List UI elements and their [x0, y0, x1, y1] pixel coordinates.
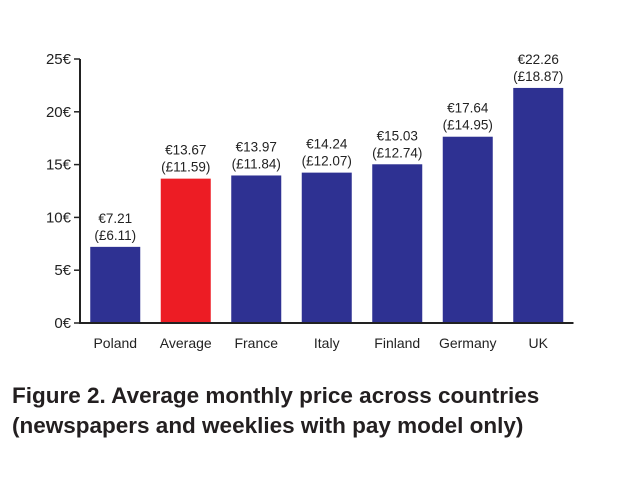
bars [90, 87, 564, 323]
x-category-label: Germany [439, 335, 497, 351]
x-category-label: UK [529, 335, 549, 351]
bar-germany [442, 136, 493, 323]
data-label-eur: €13.97 [236, 139, 277, 154]
bar-chart: 0€ 5€ 10€ 15€ 20€ 25€ €7.21 (£6.11) €13.67 (£11.… [46, 51, 574, 351]
bar-france [231, 175, 282, 323]
data-label-gbp: (£11.84) [232, 156, 281, 171]
data-label-gbp: (£6.11) [94, 228, 136, 243]
data-labels: €7.21 (£6.11) €13.67 (£11.59) €13.97 (£11.84)… [94, 52, 563, 243]
y-tick-label: 10€ [46, 209, 72, 226]
data-label-eur: €15.03 [377, 128, 418, 143]
x-category-label: Poland [93, 335, 137, 351]
x-category-label: Average [160, 335, 212, 351]
bar-poland [90, 246, 141, 323]
data-label-gbp: (£18.87) [513, 69, 563, 84]
bar-finland [372, 164, 423, 323]
data-label-eur: €22.26 [518, 52, 559, 67]
y-tick-label: 0€ [54, 315, 71, 332]
data-label-gbp: (£12.74) [372, 145, 422, 160]
data-label-gbp: (£12.07) [302, 154, 352, 169]
bar-uk [513, 87, 564, 323]
y-tick-label: 5€ [54, 262, 71, 279]
data-label-eur: €13.67 [165, 143, 206, 158]
x-category-label: France [234, 335, 278, 351]
y-tick-label: 20€ [46, 104, 72, 121]
data-label-gbp: (£11.59) [161, 160, 210, 175]
data-label-eur: €7.21 [98, 211, 132, 226]
y-tick-label: 25€ [46, 51, 72, 68]
x-category-label: Italy [314, 335, 340, 351]
y-axis-ticks: 0€ 5€ 10€ 15€ 20€ 25€ [46, 51, 80, 332]
figure-caption: Figure 2. Average monthly price across c… [12, 383, 540, 438]
data-label-eur: €14.24 [306, 137, 348, 152]
x-axis-categories: Poland Average France Italy Finland Germany UK [93, 335, 548, 351]
x-category-label: Finland [374, 335, 420, 351]
data-label-eur: €17.64 [447, 101, 489, 116]
bar-italy [301, 172, 352, 323]
data-label-gbp: (£14.95) [443, 118, 493, 133]
y-tick-label: 15€ [46, 157, 72, 174]
bar-average [160, 178, 211, 323]
